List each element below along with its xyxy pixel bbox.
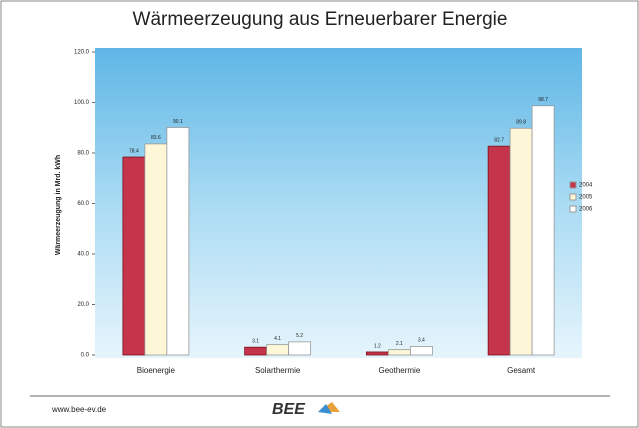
- value-label: 1.2: [374, 343, 381, 349]
- x-tick-label: Geothermie: [378, 366, 420, 375]
- y-tick-label: 120.0: [74, 50, 90, 56]
- bar: [166, 127, 190, 356]
- bar: [531, 105, 555, 356]
- legend-swatch: [569, 205, 577, 213]
- bar: [365, 351, 389, 356]
- legend-swatch: [569, 193, 577, 201]
- legend-label: 2005: [579, 195, 593, 201]
- y-tick-label: 100.0: [74, 100, 90, 106]
- y-tick-label: 0.0: [81, 353, 90, 359]
- bar: [487, 145, 511, 356]
- x-tick-label: Solarthermie: [255, 366, 301, 375]
- chart-title: Wärmeerzeugung aus Erneuerbarer Energie: [133, 9, 508, 30]
- y-tick-label: 80.0: [77, 151, 89, 157]
- footer-logo: BEE: [272, 401, 306, 418]
- value-label: 98.7: [538, 97, 548, 103]
- value-label: 89.8: [516, 120, 526, 126]
- value-label: 3.1: [252, 339, 259, 345]
- value-label: 78.4: [129, 148, 139, 154]
- y-tick-label: 40.0: [77, 252, 89, 258]
- bar: [122, 156, 146, 356]
- bar: [409, 346, 433, 356]
- value-label: 2.1: [396, 341, 403, 347]
- value-label: 5.2: [296, 333, 303, 339]
- value-label: 83.6: [151, 135, 161, 141]
- bar: [509, 127, 533, 356]
- logo-icon: [318, 404, 332, 414]
- legend-label: 2004: [579, 183, 593, 189]
- value-label: 82.7: [494, 138, 504, 144]
- value-label: 4.1: [274, 336, 281, 342]
- bar: [387, 349, 411, 356]
- bar: [266, 344, 290, 356]
- x-tick-label: Bioenergie: [137, 366, 176, 375]
- legend-swatch: [569, 181, 577, 189]
- x-tick-label: Gesamt: [507, 366, 536, 375]
- value-label: 90.1: [173, 119, 183, 125]
- y-tick-label: 60.0: [77, 201, 89, 207]
- y-tick-label: 20.0: [77, 302, 89, 308]
- legend-label: 2006: [579, 207, 593, 213]
- bar: [244, 346, 268, 356]
- bar: [144, 143, 168, 356]
- footer-url: www.bee-ev.de: [51, 405, 107, 414]
- value-label: 3.4: [418, 338, 425, 344]
- bar: [288, 341, 312, 356]
- y-axis-label: Wärmeerzeugung in Mrd. kWh: [55, 155, 62, 255]
